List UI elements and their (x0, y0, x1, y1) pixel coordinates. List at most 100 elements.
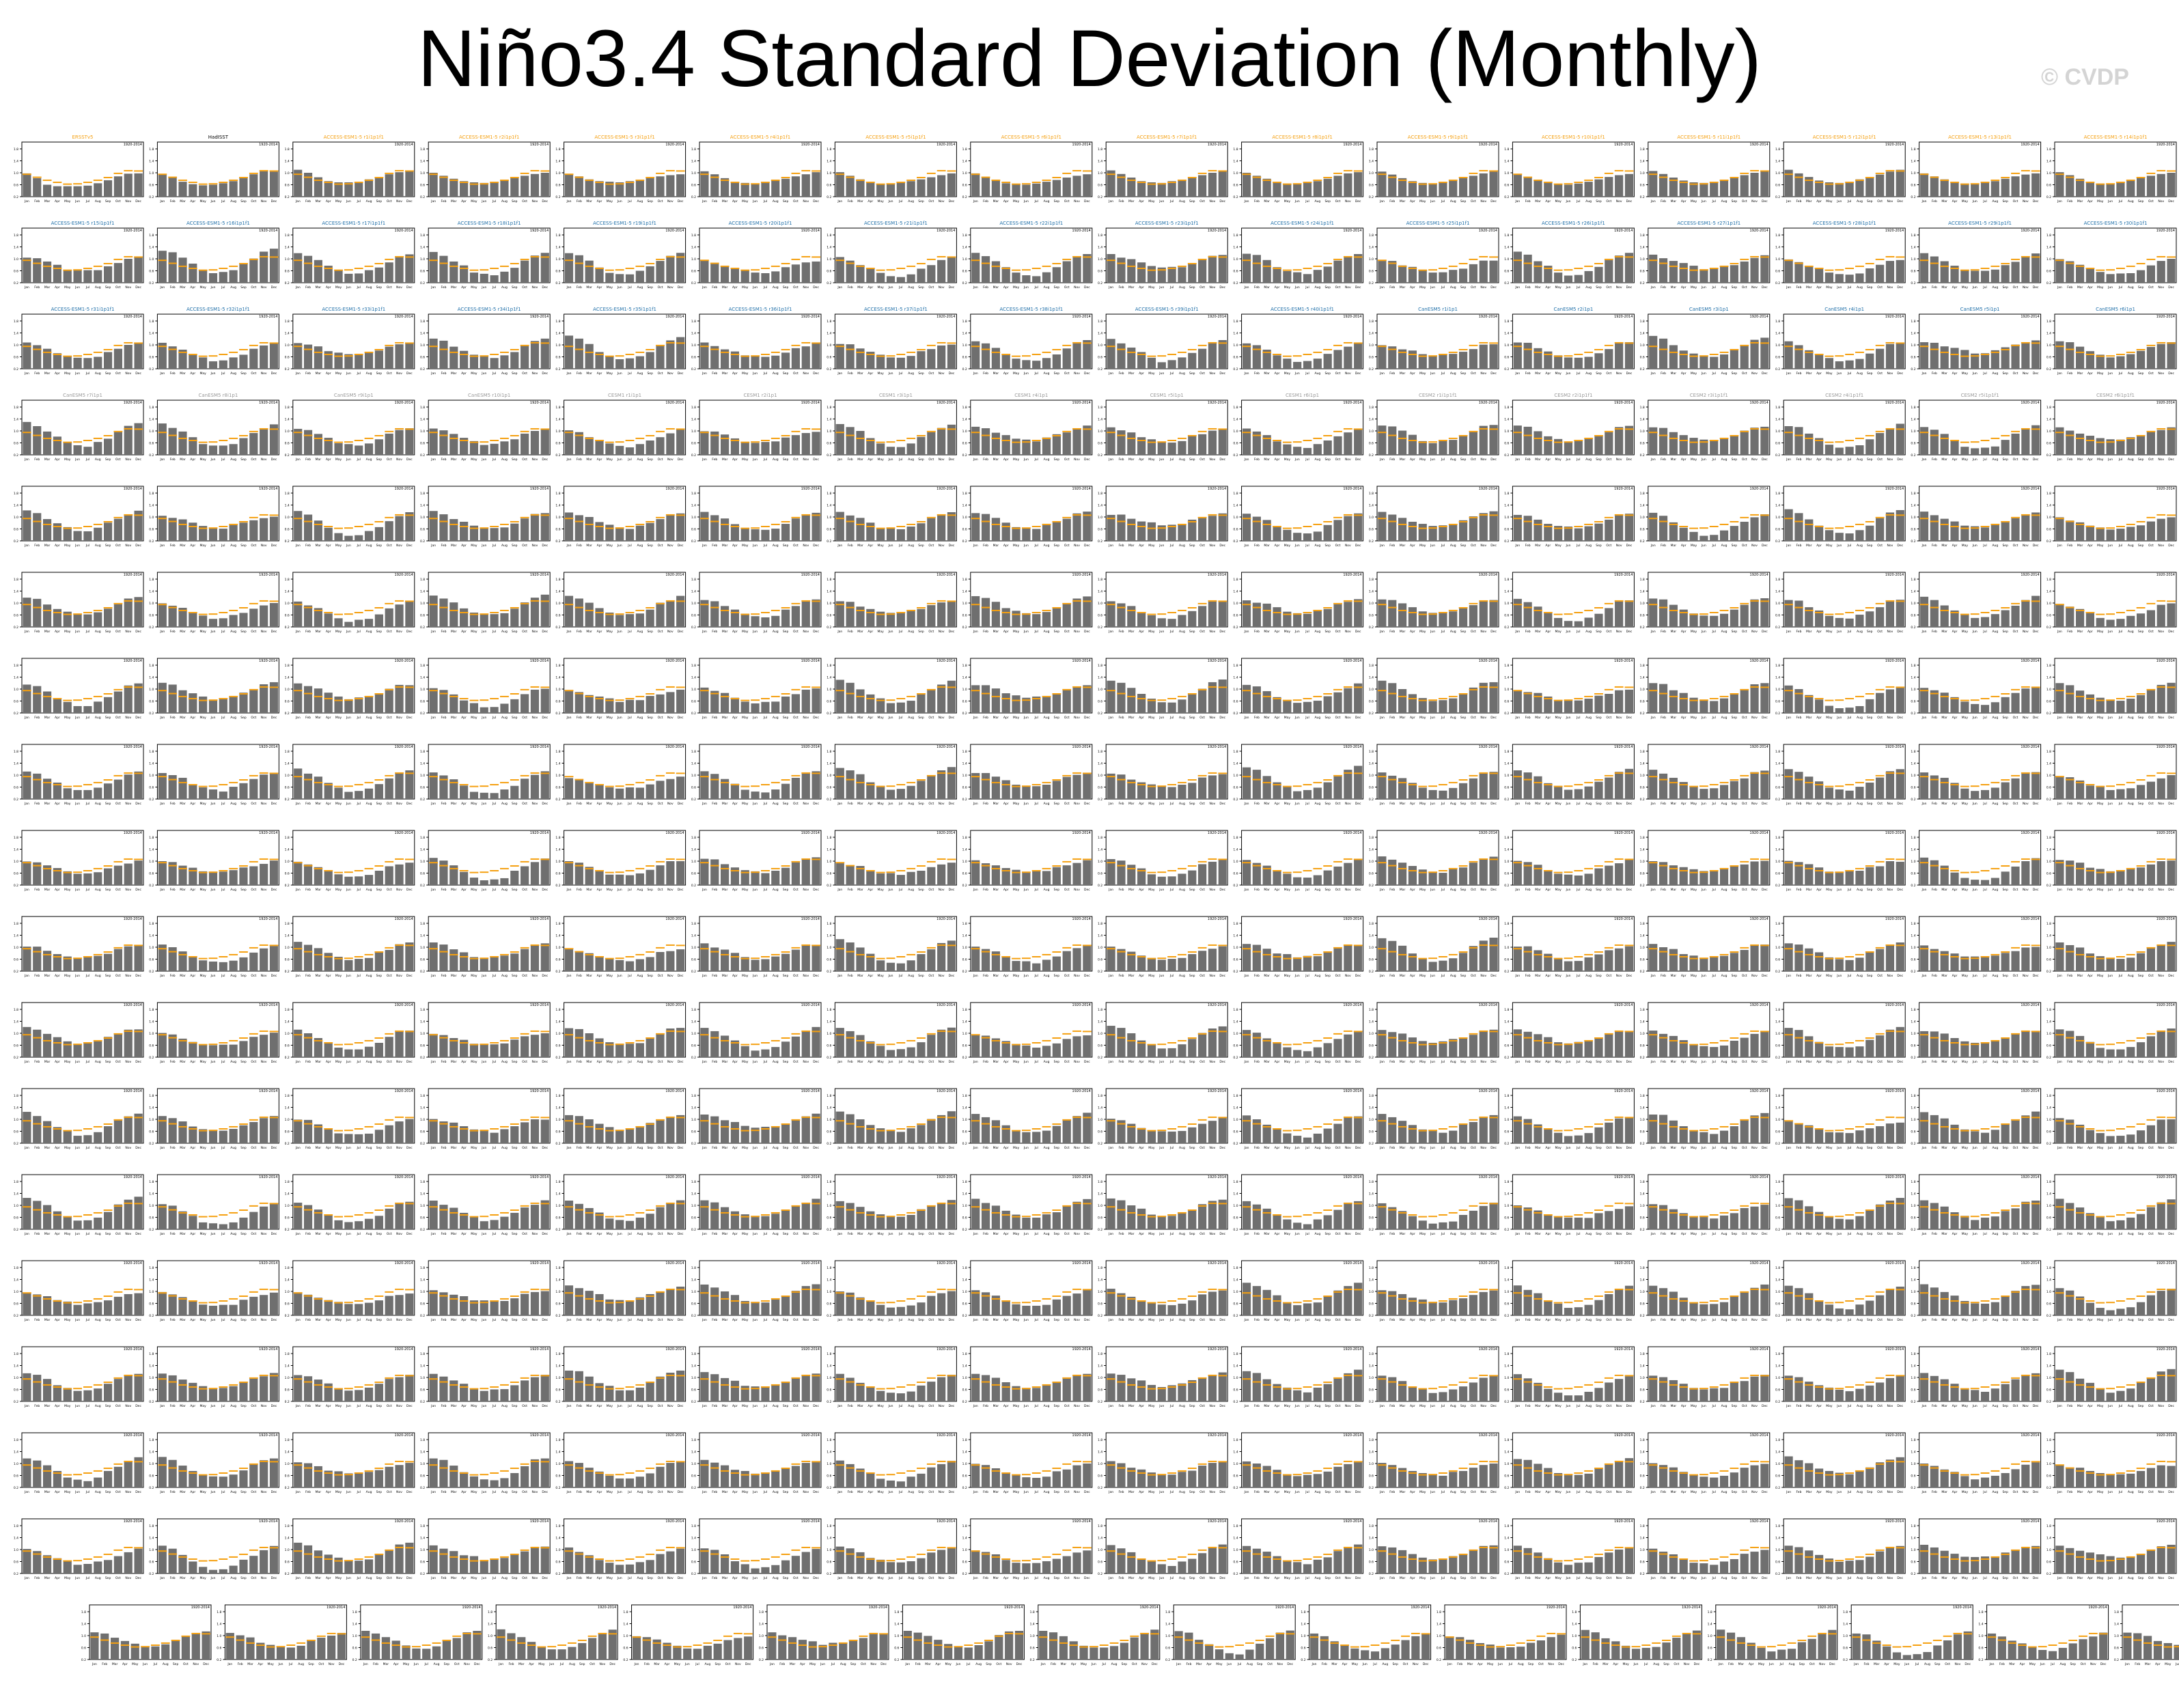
bar (1760, 337, 1769, 369)
y-tick-label: 0.6 (14, 700, 18, 704)
month-label: Aug (230, 285, 236, 290)
bar (1354, 513, 1363, 541)
bar (364, 270, 374, 283)
bar (2106, 529, 2115, 541)
month-label: May (1148, 544, 1155, 548)
month-label: Oct (1064, 199, 1070, 204)
bar (2106, 357, 2115, 369)
bar (178, 182, 187, 197)
y-tick-label: 0.2 (962, 367, 967, 372)
bar (1428, 356, 1437, 369)
month-label: Apr (597, 372, 602, 376)
bar (700, 431, 709, 455)
panel-title: CESM2 r4i1p1f1 (1825, 393, 1863, 398)
month-label: Jun (210, 199, 215, 204)
bar (2126, 615, 2135, 627)
bar (1439, 613, 1447, 627)
month-label: Feb (305, 716, 311, 720)
month-label: Jun (1430, 630, 1435, 634)
month-label: Dec (813, 544, 819, 548)
panel-years: 1920-2014 (1479, 143, 1497, 147)
y-tick-label: 1.0 (555, 344, 560, 348)
y-tick-label: 1.4 (1098, 418, 1102, 422)
month-label: Oct (1606, 544, 1611, 548)
month-label: Jun (887, 544, 893, 548)
bar (1208, 601, 1217, 627)
panel-years: 1920-2014 (1343, 573, 1361, 577)
month-label: Jan (24, 285, 29, 290)
y-tick-label: 1.0 (2046, 344, 2051, 348)
bar (1293, 613, 1302, 627)
month-label: Oct (1335, 285, 1341, 290)
bar (1042, 182, 1051, 197)
bar (1001, 183, 1010, 197)
bar (94, 527, 102, 541)
month-label: Aug (1992, 458, 1998, 462)
panel-frame (428, 141, 551, 197)
y-tick-label: 0.2 (149, 540, 154, 544)
bar (1178, 615, 1186, 627)
panel-years: 1920-2014 (936, 229, 955, 233)
month-label: Aug (95, 716, 101, 720)
bar (1544, 524, 1553, 541)
y-tick-label: 0.6 (962, 356, 967, 360)
bar (429, 511, 438, 541)
bar (1469, 605, 1477, 627)
bar (1513, 342, 1522, 369)
bar (1960, 183, 1969, 197)
bar (1750, 339, 1759, 369)
month-label: Aug (1450, 630, 1456, 634)
bar (260, 605, 268, 627)
panel-frame (1648, 313, 1771, 369)
bar (906, 610, 915, 627)
bar (1344, 173, 1352, 197)
y-tick-label: 0.6 (2046, 528, 2051, 532)
month-label: Sep (1460, 199, 1467, 204)
month-label: Jun (1023, 285, 1029, 290)
bar (2137, 613, 2146, 627)
bar (2011, 344, 2020, 369)
month-label: Mar (451, 285, 457, 290)
bar (1523, 342, 1532, 369)
y-tick-label: 1.0 (827, 257, 831, 262)
month-label: Jun (887, 199, 893, 204)
month-label: Sep (918, 630, 924, 634)
y-tick-label: 1.0 (2046, 171, 2051, 176)
month-label: Oct (1199, 630, 1205, 634)
month-label: Sep (647, 285, 653, 290)
month-label: Feb (170, 285, 176, 290)
panel-years: 1920-2014 (801, 229, 820, 233)
y-tick-label: 1.4 (1640, 332, 1645, 336)
month-label: Sep (1054, 458, 1060, 462)
bar (229, 444, 238, 455)
bar (730, 351, 739, 369)
bar (83, 614, 92, 627)
month-label: Oct (2013, 285, 2018, 290)
month-label: Jun (1701, 372, 1706, 376)
panel: ACCESS-ESM1-5 r18i1p1f11920-20140.20.61.… (420, 221, 551, 290)
bar (439, 255, 448, 283)
y-tick-label: 0.6 (1775, 614, 1780, 618)
month-label: Sep (647, 544, 653, 548)
panel-frame (1376, 313, 1499, 369)
bar (635, 180, 644, 197)
bar (1513, 598, 1522, 627)
bar (1513, 251, 1522, 283)
month-label: Nov (1887, 285, 1893, 290)
month-label: Dec (2033, 285, 2039, 290)
panel-frame (1376, 400, 1499, 456)
bar (1439, 525, 1447, 541)
panel-frame (1241, 572, 1364, 628)
panel: CESM2 r2i1p1f11920-20140.20.61.01.41.8Ja… (1504, 393, 1635, 462)
month-label: Nov (1616, 285, 1622, 290)
month-label: Jul (627, 372, 631, 376)
y-tick-label: 1.8 (1233, 234, 1238, 238)
panel-frame (1241, 313, 1364, 369)
y-tick-label: 1.4 (2046, 504, 2051, 508)
bar (1408, 181, 1417, 197)
month-label: Feb (848, 199, 853, 204)
bar (1896, 423, 1904, 455)
bar (2031, 512, 2040, 541)
